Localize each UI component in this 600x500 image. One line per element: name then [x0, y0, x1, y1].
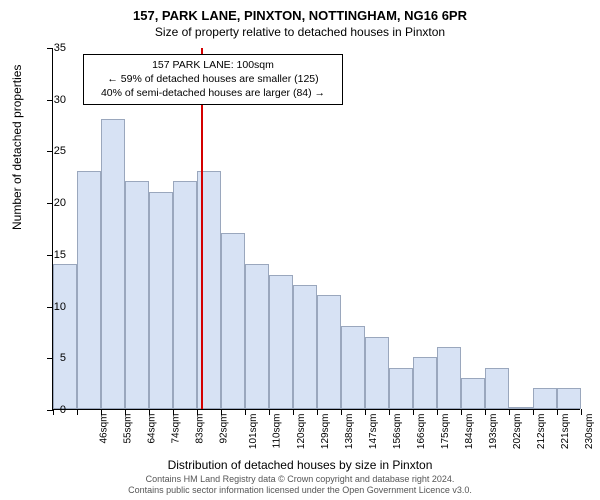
histogram-bar: [125, 181, 149, 409]
x-tick: [77, 409, 78, 415]
x-tick: [461, 409, 462, 415]
y-tick: [47, 151, 53, 152]
histogram-bar: [437, 347, 461, 409]
x-tick-label: 120sqm: [296, 414, 307, 450]
x-tick: [365, 409, 366, 415]
x-tick-label: 175sqm: [440, 414, 451, 450]
x-tick-label: 230sqm: [584, 414, 595, 450]
x-tick: [437, 409, 438, 415]
histogram-bar: [101, 119, 125, 409]
x-tick: [293, 409, 294, 415]
grid-line: [53, 151, 580, 152]
x-tick: [341, 409, 342, 415]
x-tick-label: 74sqm: [171, 414, 182, 444]
page-subtitle: Size of property relative to detached ho…: [0, 23, 600, 39]
x-tick: [245, 409, 246, 415]
x-tick-label: 147sqm: [368, 414, 379, 450]
x-tick: [269, 409, 270, 415]
histogram-bar: [365, 337, 389, 409]
x-tick: [317, 409, 318, 415]
x-tick-label: 212sqm: [536, 414, 547, 450]
histogram-bar: [317, 295, 341, 409]
annotation-line2: ← 59% of detached houses are smaller (12…: [90, 72, 336, 86]
page-title: 157, PARK LANE, PINXTON, NOTTINGHAM, NG1…: [0, 0, 600, 23]
x-tick-label: 46sqm: [99, 414, 110, 444]
histogram-bar: [461, 378, 485, 409]
x-tick: [53, 409, 54, 415]
histogram-bar: [221, 233, 245, 409]
x-tick-label: 138sqm: [344, 414, 355, 450]
x-tick: [413, 409, 414, 415]
histogram-chart: 157 PARK LANE: 100sqm ← 59% of detached …: [52, 48, 580, 410]
x-tick-label: 221sqm: [560, 414, 571, 450]
x-axis-title: Distribution of detached houses by size …: [0, 458, 600, 472]
x-tick-label: 64sqm: [147, 414, 158, 444]
x-tick-label: 92sqm: [219, 414, 230, 444]
histogram-bar: [389, 368, 413, 409]
footer-attribution: Contains HM Land Registry data © Crown c…: [0, 474, 600, 496]
x-tick: [581, 409, 582, 415]
histogram-bar: [77, 171, 101, 409]
footer-line2: Contains public sector information licen…: [0, 485, 600, 496]
y-tick-label: 0: [60, 404, 66, 416]
x-tick: [557, 409, 558, 415]
y-tick-label: 30: [54, 94, 66, 106]
y-tick-label: 10: [54, 301, 66, 313]
histogram-bar: [533, 388, 557, 409]
x-tick-label: 55sqm: [123, 414, 134, 444]
histogram-bar: [293, 285, 317, 409]
histogram-bar: [269, 275, 293, 409]
x-tick-label: 101sqm: [248, 414, 259, 450]
footer-line1: Contains HM Land Registry data © Crown c…: [0, 474, 600, 485]
x-tick: [389, 409, 390, 415]
histogram-bar: [557, 388, 581, 409]
histogram-bar: [53, 264, 77, 409]
histogram-bar: [341, 326, 365, 409]
y-tick-label: 20: [54, 197, 66, 209]
y-tick: [47, 203, 53, 204]
y-axis-title: Number of detached properties: [10, 65, 24, 230]
y-tick-label: 35: [54, 42, 66, 54]
histogram-bar: [245, 264, 269, 409]
y-tick-label: 25: [54, 145, 66, 157]
histogram-bar: [509, 407, 533, 409]
x-tick-label: 202sqm: [512, 414, 523, 450]
y-tick-label: 15: [54, 249, 66, 261]
grid-line: [53, 48, 580, 49]
histogram-bar: [413, 357, 437, 409]
y-tick: [47, 48, 53, 49]
x-tick: [509, 409, 510, 415]
annotation-line3: 40% of semi-detached houses are larger (…: [90, 86, 336, 100]
y-tick: [47, 100, 53, 101]
x-tick: [485, 409, 486, 415]
histogram-bar: [149, 192, 173, 409]
annotation-box: 157 PARK LANE: 100sqm ← 59% of detached …: [83, 54, 343, 105]
x-tick: [533, 409, 534, 415]
histogram-bar: [485, 368, 509, 409]
x-tick-label: 83sqm: [195, 414, 206, 444]
x-tick-label: 156sqm: [392, 414, 403, 450]
x-tick-label: 110sqm: [271, 414, 282, 449]
x-tick-label: 184sqm: [464, 414, 475, 450]
annotation-line1: 157 PARK LANE: 100sqm: [90, 58, 336, 72]
histogram-bar: [173, 181, 197, 409]
x-tick-label: 193sqm: [488, 414, 499, 450]
y-tick: [47, 255, 53, 256]
x-tick-label: 129sqm: [320, 414, 331, 450]
y-tick-label: 5: [60, 352, 66, 364]
x-tick-label: 166sqm: [416, 414, 427, 450]
